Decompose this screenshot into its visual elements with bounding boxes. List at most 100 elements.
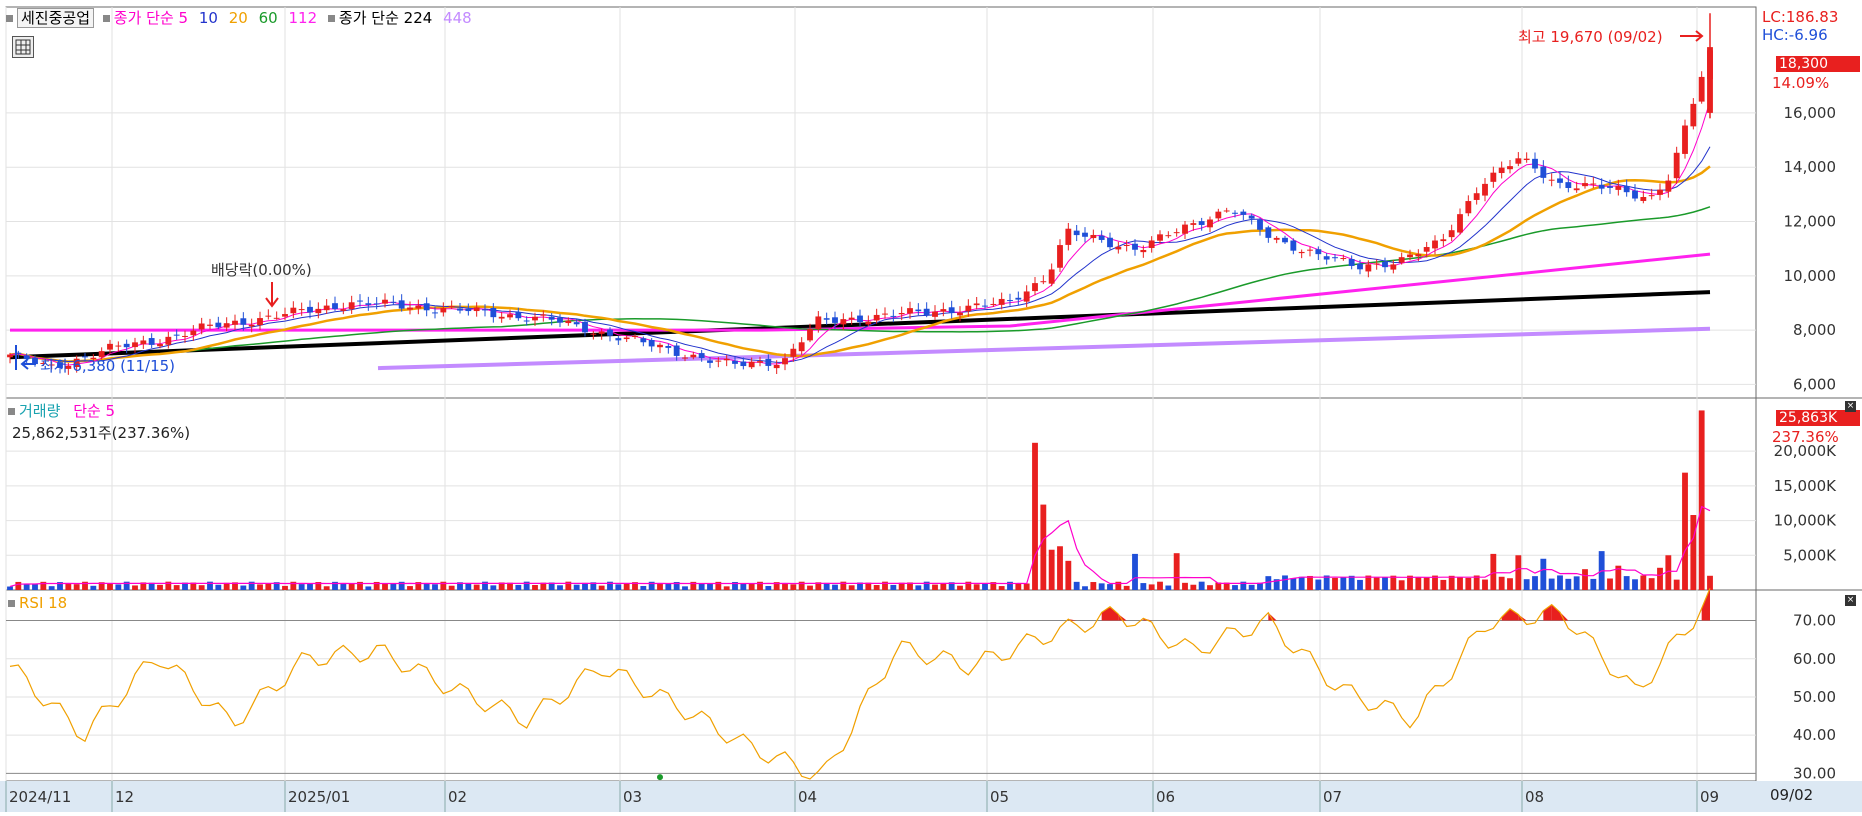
candle-body xyxy=(307,306,313,313)
candle-body xyxy=(1457,214,1463,233)
candle-body xyxy=(1365,264,1372,272)
candle-body xyxy=(1073,230,1080,236)
volume-bar xyxy=(1157,581,1163,590)
legend-marker-icon xyxy=(327,15,335,22)
volume-bar xyxy=(1123,585,1130,590)
ma112-line xyxy=(10,252,1711,332)
rsi-overbought-fill xyxy=(1560,612,1569,621)
candle-body xyxy=(90,357,97,360)
candle-body xyxy=(698,353,705,358)
volume-bar xyxy=(1065,560,1072,590)
x-tick-label: 2025/01 xyxy=(288,788,350,806)
volume-bar xyxy=(1015,583,1022,590)
candle-body xyxy=(1232,212,1238,214)
ma5-legend[interactable]: 5 xyxy=(178,9,189,27)
ma60-legend[interactable]: 60 xyxy=(258,9,278,27)
candle-body xyxy=(1532,158,1538,169)
candle-body xyxy=(823,318,830,320)
volume-legend-label[interactable]: 거래량 xyxy=(19,402,61,420)
candle-body xyxy=(682,357,688,359)
candle-body xyxy=(523,320,530,322)
volume-bar xyxy=(1098,583,1105,590)
close-icon[interactable]: × xyxy=(1845,401,1856,412)
candle-body xyxy=(1440,239,1447,242)
rsi-overbought-fill xyxy=(1551,604,1560,621)
candle-body xyxy=(365,303,372,305)
candle-body xyxy=(1132,243,1138,250)
candle-body xyxy=(848,317,855,320)
candle-body xyxy=(865,321,872,325)
rsi-overbought-fill xyxy=(1268,612,1277,621)
candle-body xyxy=(773,364,780,369)
volume-bar xyxy=(140,582,147,590)
candle-body xyxy=(515,312,522,319)
candle-body xyxy=(582,321,588,333)
volume-bar xyxy=(1398,580,1405,590)
volume-bar xyxy=(382,583,388,590)
volume-bar xyxy=(248,581,255,590)
volume-bar xyxy=(1207,585,1213,590)
candle-body xyxy=(40,362,47,364)
candle-body xyxy=(548,316,555,320)
candle-body xyxy=(173,334,180,336)
rsi-overbought-fill xyxy=(1510,608,1519,621)
candle-body xyxy=(1198,221,1205,225)
candle-body xyxy=(557,317,563,323)
volume-bar xyxy=(1423,577,1430,590)
close-icon[interactable]: × xyxy=(1845,595,1856,606)
candle-body xyxy=(232,320,238,325)
candle-body xyxy=(1090,234,1097,239)
candle-body xyxy=(340,309,347,311)
candle-body xyxy=(1482,183,1488,196)
candle-body xyxy=(1082,232,1088,237)
current-price-tag: 18,300 xyxy=(1776,56,1860,72)
volume-bar xyxy=(998,586,1005,590)
volume-ma-legend[interactable]: 단순 5 xyxy=(73,402,116,420)
volume-bar xyxy=(673,581,680,590)
candle-body xyxy=(1207,219,1213,228)
x-tick-label: 12 xyxy=(115,788,134,806)
ma448-legend[interactable]: 448 xyxy=(443,9,472,27)
price-tick-label: 8,000 xyxy=(1793,321,1836,339)
candle-body xyxy=(257,318,263,326)
volume-bar xyxy=(757,581,763,590)
candle-body xyxy=(1640,197,1647,201)
current-volume-tag: 25,863K xyxy=(1776,410,1860,426)
candle-body xyxy=(507,314,513,318)
volume-bar xyxy=(573,584,580,590)
candle-body xyxy=(782,358,788,365)
volume-bar xyxy=(273,582,280,590)
ma224-legend[interactable]: 224 xyxy=(403,9,433,27)
volume-bar xyxy=(848,585,855,590)
volume-bar xyxy=(490,585,497,590)
volume-bar xyxy=(148,582,155,590)
volume-bar xyxy=(865,582,872,590)
candle-body xyxy=(1698,76,1705,102)
volume-bar xyxy=(1457,577,1463,590)
volume-bar xyxy=(1282,575,1288,590)
volume-bar xyxy=(198,585,205,590)
price-tick-label: 10,000 xyxy=(1784,267,1837,285)
candle-body xyxy=(857,315,863,323)
volume-bar xyxy=(207,581,213,590)
volume-bar xyxy=(157,584,163,590)
table-icon[interactable] xyxy=(12,36,34,58)
volume-bar xyxy=(132,585,138,590)
candle-body xyxy=(690,354,697,358)
volume-bar xyxy=(707,583,713,590)
volume-bar xyxy=(1490,553,1497,590)
volume-bar xyxy=(1365,575,1372,590)
volume-bar xyxy=(1082,586,1088,590)
volume-bar xyxy=(315,582,322,590)
volume-bar xyxy=(598,585,605,590)
volume-bar xyxy=(82,581,88,590)
ma112-legend[interactable]: 112 xyxy=(288,9,318,27)
candle-body xyxy=(390,301,397,303)
stock-name-button[interactable]: 세진중공업 xyxy=(17,8,95,28)
candle-body xyxy=(748,361,755,368)
ma10-legend[interactable]: 10 xyxy=(198,9,218,27)
ma20-legend[interactable]: 20 xyxy=(228,9,248,27)
volume-tick-label: 10,000K xyxy=(1774,512,1837,530)
rsi-legend-label[interactable]: RSI 18 xyxy=(19,594,68,612)
volume-bar xyxy=(640,585,647,590)
